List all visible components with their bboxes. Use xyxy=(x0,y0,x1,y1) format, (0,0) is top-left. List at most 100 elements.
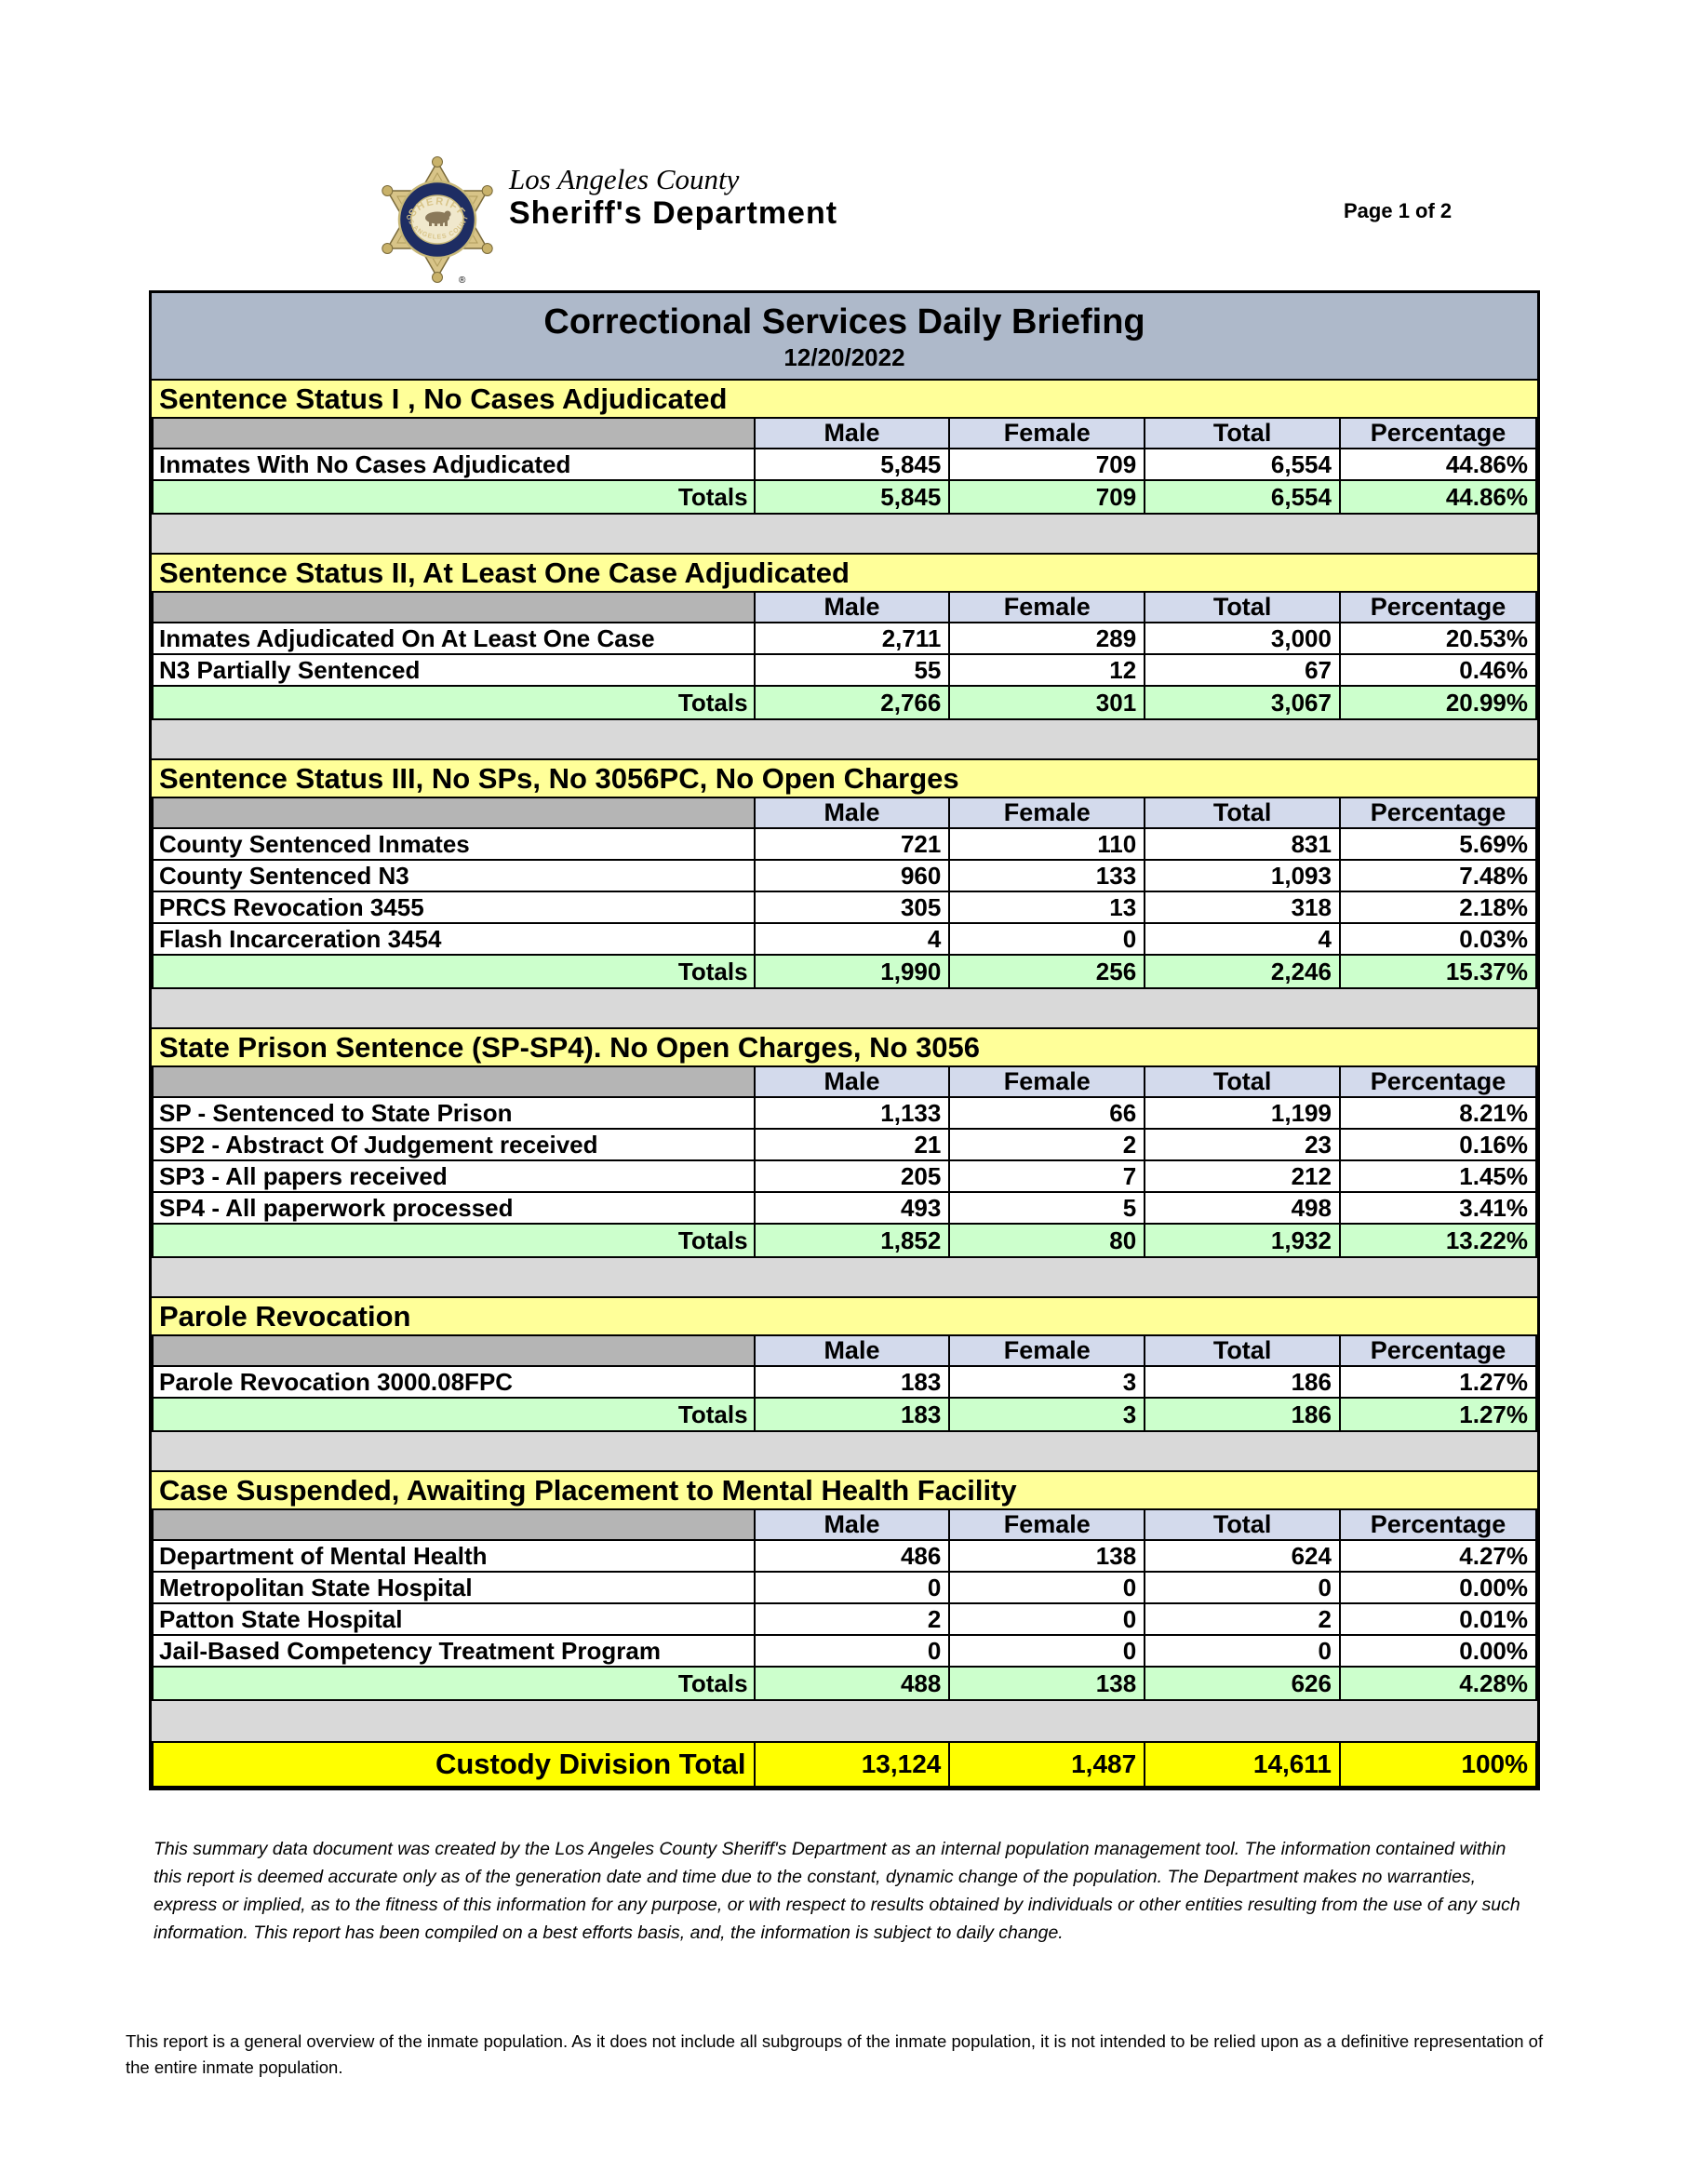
row-value-female: 0 xyxy=(948,1634,1146,1668)
row-label: Metropolitan State Hospital xyxy=(152,1571,756,1604)
row-value-female: 5 xyxy=(948,1191,1146,1225)
row-value-total: 23 xyxy=(1144,1128,1341,1161)
totals-row: Totals 1,990 256 2,246 15.37% xyxy=(152,954,1538,989)
totals-value-total: 1,932 xyxy=(1144,1223,1341,1258)
logo-text: Los Angeles County Sheriff's Department xyxy=(509,164,837,232)
row-label: Flash Incarceration 3454 xyxy=(152,922,756,956)
column-header-percentage: Percentage xyxy=(1338,591,1538,623)
totals-value-male: 1,990 xyxy=(753,954,951,989)
totals-value-male: 183 xyxy=(753,1397,951,1432)
totals-label: Totals xyxy=(152,685,756,720)
custody-total-total: 14,611 xyxy=(1144,1741,1341,1788)
totals-value-female: 80 xyxy=(948,1223,1146,1258)
row-value-male: 1,133 xyxy=(753,1096,951,1130)
section-title: Parole Revocation xyxy=(152,1296,1537,1336)
totals-value-female: 256 xyxy=(948,954,1146,989)
column-header-female: Female xyxy=(948,417,1146,449)
row-value-female: 709 xyxy=(948,448,1146,481)
row-header-empty-cell xyxy=(152,1508,756,1541)
table-row: SP - Sentenced to State Prison 1,133 66 1,1… xyxy=(152,1096,1538,1130)
totals-value-male: 488 xyxy=(753,1666,951,1701)
column-header-percentage: Percentage xyxy=(1338,1334,1538,1367)
column-header-row: Male Female Total Percentage xyxy=(152,1065,1538,1098)
table-row: Inmates With No Cases Adjudicated 5,845 70… xyxy=(152,448,1538,481)
section-spacer xyxy=(152,515,1537,555)
section-5: Parole Revocation Male Female Total Percenta… xyxy=(152,1296,1538,1472)
row-value-female: 0 xyxy=(948,922,1146,956)
table-row: SP4 - All paperwork processed 493 5 498 3.41… xyxy=(152,1191,1538,1225)
row-label: Parole Revocation 3000.08FPC xyxy=(152,1365,756,1399)
column-header-male: Male xyxy=(753,1065,951,1098)
totals-value-percentage: 44.86% xyxy=(1338,479,1538,515)
totals-label: Totals xyxy=(152,1223,756,1258)
row-value-male: 21 xyxy=(753,1128,951,1161)
totals-value-female: 3 xyxy=(948,1397,1146,1432)
row-value-female: 0 xyxy=(948,1571,1146,1604)
row-value-total: 831 xyxy=(1144,827,1341,861)
row-value-female: 0 xyxy=(948,1602,1146,1636)
section-table: Male Female Total Percentage Inmates Adjudic… xyxy=(152,591,1538,720)
report-block: Correctional Services Daily Briefing 12/… xyxy=(149,290,1540,1790)
row-value-male: 305 xyxy=(753,891,951,924)
totals-label: Totals xyxy=(152,1666,756,1701)
section-spacer xyxy=(152,1432,1537,1472)
section-title: Sentence Status II, At Least One Case Ad… xyxy=(152,553,1537,593)
row-value-female: 138 xyxy=(948,1539,1146,1573)
table-row: Flash Incarceration 3454 4 0 4 0.03% xyxy=(152,922,1538,956)
column-header-percentage: Percentage xyxy=(1338,1065,1538,1098)
totals-value-female: 301 xyxy=(948,685,1146,720)
row-label: Inmates Adjudicated On At Least One Case xyxy=(152,622,756,655)
row-value-male: 205 xyxy=(753,1159,951,1193)
row-value-total: 67 xyxy=(1144,653,1341,687)
column-header-percentage: Percentage xyxy=(1338,797,1538,829)
custody-total-label: Custody Division Total xyxy=(152,1741,756,1788)
row-value-percentage: 44.86% xyxy=(1338,448,1538,481)
section-table: Male Female Total Percentage SP - Sentenced … xyxy=(152,1065,1538,1258)
section-4: State Prison Sentence (SP-SP4). No Open … xyxy=(152,1027,1538,1298)
table-row: PRCS Revocation 3455 305 13 318 2.18% xyxy=(152,891,1538,924)
row-value-male: 493 xyxy=(753,1191,951,1225)
custody-total-male: 13,124 xyxy=(753,1741,951,1788)
totals-row: Totals 183 3 186 1.27% xyxy=(152,1397,1538,1432)
column-header-male: Male xyxy=(753,417,951,449)
row-value-total: 1,093 xyxy=(1144,859,1341,892)
row-value-total: 4 xyxy=(1144,922,1341,956)
column-header-row: Male Female Total Percentage xyxy=(152,591,1538,623)
sheriff-logo: SHERIFF LOS ANGELES COUNTY ® Los Angeles… xyxy=(368,156,944,287)
totals-row: Totals 2,766 301 3,067 20.99% xyxy=(152,685,1538,720)
totals-row: Totals 1,852 80 1,932 13.22% xyxy=(152,1223,1538,1258)
table-row: Jail-Based Competency Treatment Program 0… xyxy=(152,1634,1538,1668)
table-row: Inmates Adjudicated On At Least One Case… xyxy=(152,622,1538,655)
column-header-total: Total xyxy=(1144,1334,1341,1367)
column-header-male: Male xyxy=(753,797,951,829)
row-value-male: 0 xyxy=(753,1571,951,1604)
row-header-empty-cell xyxy=(152,591,756,623)
row-value-total: 0 xyxy=(1144,1571,1341,1604)
column-header-female: Female xyxy=(948,1508,1146,1541)
row-label: N3 Partially Sentenced xyxy=(152,653,756,687)
disclaimer-paragraph: This summary data document was created b… xyxy=(154,1839,1520,1943)
section-3: Sentence Status III, No SPs, No 3056PC, … xyxy=(152,758,1538,1029)
column-header-row: Male Female Total Percentage xyxy=(152,417,1538,449)
section-6: Case Suspended, Awaiting Placement to Me… xyxy=(152,1470,1538,1741)
row-value-total: 624 xyxy=(1144,1539,1341,1573)
row-label: Patton State Hospital xyxy=(152,1602,756,1636)
sheriff-star-badge-icon: SHERIFF LOS ANGELES COUNTY ® xyxy=(368,156,493,286)
trademark-symbol: ® xyxy=(459,275,466,286)
row-value-percentage: 20.53% xyxy=(1338,622,1538,655)
totals-label: Totals xyxy=(152,1397,756,1432)
totals-value-male: 1,852 xyxy=(753,1223,951,1258)
table-row: N3 Partially Sentenced 55 12 67 0.46% xyxy=(152,653,1538,687)
row-label: SP4 - All paperwork processed xyxy=(152,1191,756,1225)
table-row: County Sentenced Inmates 721 110 831 5.69% xyxy=(152,827,1538,861)
totals-value-percentage: 13.22% xyxy=(1338,1223,1538,1258)
row-value-female: 133 xyxy=(948,859,1146,892)
section-spacer xyxy=(152,1258,1537,1298)
row-value-total: 6,554 xyxy=(1144,448,1341,481)
row-value-percentage: 0.00% xyxy=(1338,1571,1538,1604)
row-label: Inmates With No Cases Adjudicated xyxy=(152,448,756,481)
row-value-female: 3 xyxy=(948,1365,1146,1399)
row-value-percentage: 0.03% xyxy=(1338,922,1538,956)
row-value-male: 721 xyxy=(753,827,951,861)
section-title: Case Suspended, Awaiting Placement to Me… xyxy=(152,1470,1537,1510)
